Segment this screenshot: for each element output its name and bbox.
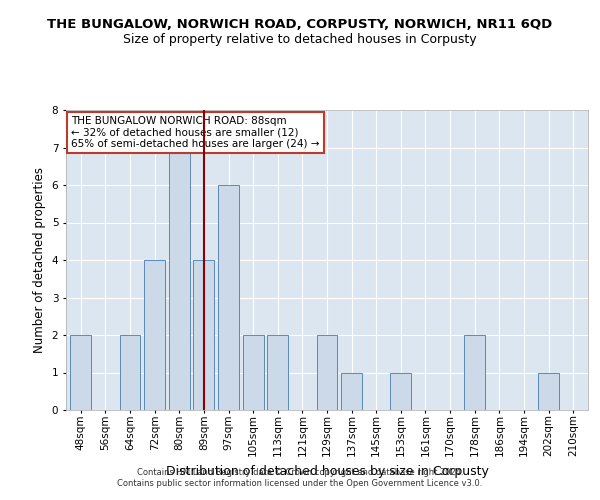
Bar (267, 335, 288, 410)
Bar (538, 372, 559, 410)
Bar (169, 148, 190, 410)
Bar (391, 372, 412, 410)
Y-axis label: Number of detached properties: Number of detached properties (33, 167, 46, 353)
Bar (464, 335, 485, 410)
Text: THE BUNGALOW NORWICH ROAD: 88sqm
← 32% of detached houses are smaller (12)
65% o: THE BUNGALOW NORWICH ROAD: 88sqm ← 32% o… (71, 116, 320, 149)
Text: Contains HM Land Registry data © Crown copyright and database right 2024.
Contai: Contains HM Land Registry data © Crown c… (118, 468, 482, 487)
Bar (70, 335, 91, 410)
Text: Size of property relative to detached houses in Corpusty: Size of property relative to detached ho… (123, 32, 477, 46)
X-axis label: Distribution of detached houses by size in Corpusty: Distribution of detached houses by size … (166, 464, 488, 477)
Text: THE BUNGALOW, NORWICH ROAD, CORPUSTY, NORWICH, NR11 6QD: THE BUNGALOW, NORWICH ROAD, CORPUSTY, NO… (47, 18, 553, 30)
Bar (193, 260, 214, 410)
Bar (144, 260, 165, 410)
Bar (317, 335, 337, 410)
Bar (341, 372, 362, 410)
Bar (242, 335, 263, 410)
Bar (218, 185, 239, 410)
Bar (119, 335, 140, 410)
